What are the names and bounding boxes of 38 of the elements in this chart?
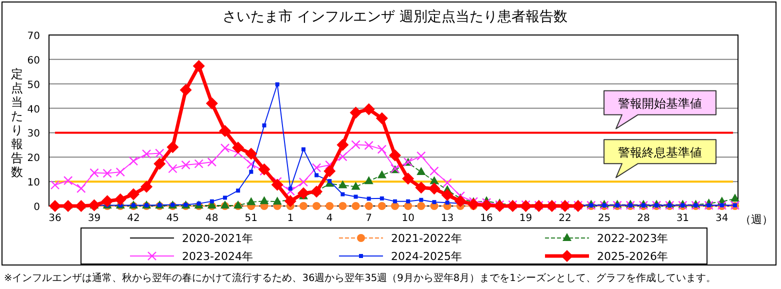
x-tick-label: 42 [127, 213, 140, 224]
legend-label: 2025-2026年 [597, 250, 668, 263]
x-tick-label: 51 [244, 213, 258, 224]
y-tick-label: 40 [27, 104, 40, 116]
y-tick-label: 70 [27, 31, 40, 42]
y-tick-label: 30 [27, 128, 40, 140]
x-tick-label: 22 [558, 213, 572, 224]
y-axis-title: 定点当たり報告数 [11, 67, 23, 179]
x-tick-label: 16 [480, 213, 493, 224]
y-tick-label: 50 [27, 80, 40, 91]
x-tick-label: 28 [637, 213, 650, 224]
x-tick-label: 45 [166, 213, 180, 224]
x-tick-label: 48 [206, 213, 218, 224]
x-tick-label: 1 [287, 213, 294, 224]
x-tick-label: 10 [402, 213, 414, 224]
y-tick-label: 60 [27, 55, 40, 66]
x-axis-title: （週） [740, 213, 773, 226]
y-tick-label: 0 [34, 202, 40, 213]
x-tick-label: 39 [88, 213, 101, 224]
x-tick-label: 25 [598, 213, 611, 224]
legend-label: 2022-2023年 [597, 232, 668, 245]
ref-line-label: 警報終息基準値 [618, 146, 702, 160]
x-tick-label: 31 [676, 213, 690, 224]
x-tick-label: 7 [366, 213, 372, 224]
x-tick-label: 36 [48, 213, 62, 224]
text: ※インフルエンザは通常、秋から翌年の春にかけて流行するため、36週から翌年35週（9月から翌年8月）までを1シーズンとして、グラフを作成しています。 [4, 272, 716, 284]
legend-label: 2020-2021年 [182, 232, 253, 245]
x-tick-label: 19 [519, 213, 532, 224]
y-tick-label: 10 [27, 178, 40, 189]
legend-label: 2024-2025年 [391, 250, 462, 263]
x-tick-label: 4 [326, 213, 333, 224]
y-tick-label: 20 [27, 153, 40, 164]
x-tick-label: 13 [440, 213, 454, 224]
legend-label: 2021-2022年 [391, 232, 462, 245]
legend-label: 2023-2024年 [182, 250, 253, 263]
ref-line-label: 警報開始基準値 [618, 96, 702, 111]
chart-title: さいたま市 インフルエンザ 週別定点当たり患者報告数 [222, 9, 568, 25]
x-tick-label: 34 [716, 213, 728, 224]
